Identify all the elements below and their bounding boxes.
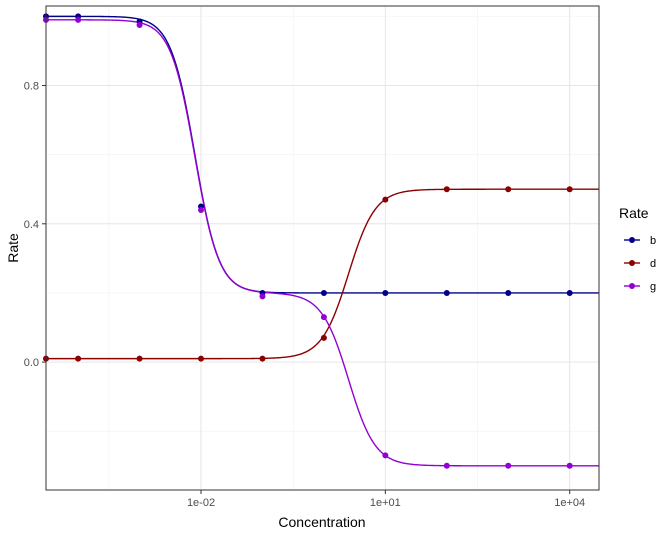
axis-layer: 1e-02 1e+01 1e+04 0.0 0.4 0.8 [24,81,585,509]
x-tick-label: 1e+01 [370,497,401,509]
legend: Rate bdg [619,205,656,293]
data-point-d [75,355,82,362]
plot-panel [46,6,599,490]
data-point-d [566,186,573,193]
data-point-g [566,462,573,469]
x-tick-label: 1e+04 [554,497,585,509]
point-layer [43,13,573,469]
legend-label-g: g [650,281,656,293]
data-point-b [505,289,512,296]
data-point-g [443,462,450,469]
legend-title: Rate [619,205,649,221]
data-point-d [136,355,143,362]
y-tick-label: 0.8 [24,81,39,93]
data-point-g [136,22,143,29]
legend-key-point-b [629,237,635,243]
data-point-g [75,16,82,23]
data-point-d [443,186,450,193]
data-point-g [320,314,327,321]
data-point-d [382,196,389,203]
data-point-b [443,289,450,296]
data-point-g [259,293,266,300]
legend-key-point-d [629,260,635,266]
data-point-d [198,355,205,362]
data-point-b [320,289,327,296]
data-point-d [320,334,327,341]
data-point-g [382,452,389,459]
x-axis-title: Concentration [278,514,365,530]
data-point-b [382,289,389,296]
data-point-b [566,289,573,296]
data-point-g [505,462,512,469]
data-point-g [198,206,205,213]
legend-key-point-g [629,283,635,289]
x-tick-label: 1e-02 [187,497,215,509]
y-tick-label: 0.4 [24,219,39,231]
data-point-d [505,186,512,193]
y-axis-title: Rate [5,233,21,263]
legend-label-d: d [650,258,656,270]
y-tick-label: 0.0 [24,357,39,369]
data-point-d [259,355,266,362]
plot-border [45,5,600,491]
legend-items: bdg [624,235,656,293]
legend-label-b: b [650,235,656,247]
